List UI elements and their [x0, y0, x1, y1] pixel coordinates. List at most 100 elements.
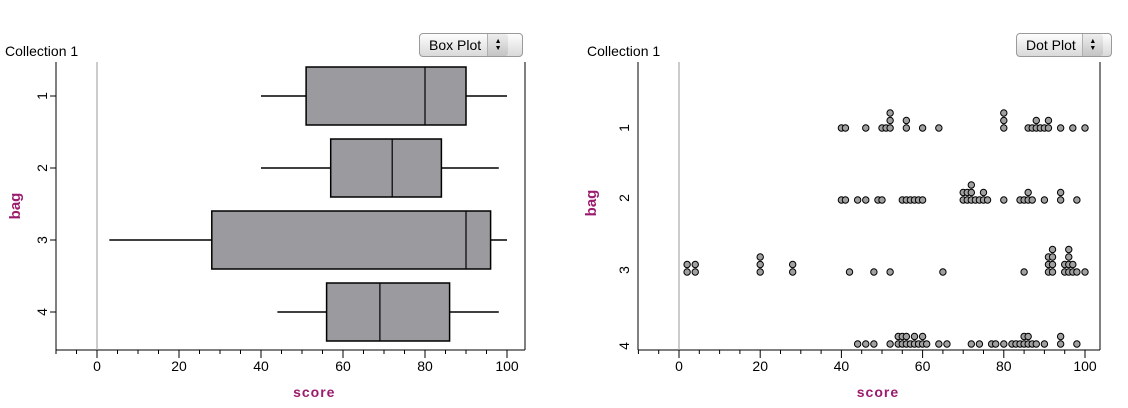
- data-point: [1000, 196, 1008, 204]
- x-tick-label: 40: [834, 358, 850, 374]
- data-point: [1000, 109, 1008, 117]
- data-point: [1081, 124, 1089, 132]
- data-point: [902, 116, 911, 125]
- data-point: [1048, 260, 1057, 269]
- data-point: [1081, 268, 1089, 276]
- data-point: [886, 340, 894, 348]
- y-axis-title: bag: [583, 190, 600, 217]
- dot-plot-chart: 0 20 40 60 80 100 score bag 1 2 3 4: [583, 62, 1101, 400]
- data-point: [967, 340, 976, 348]
- data-point: [1056, 188, 1065, 197]
- data-point: [756, 260, 764, 269]
- data-point: [1032, 340, 1040, 348]
- data-point: [1069, 260, 1077, 269]
- data-point: [1000, 124, 1008, 132]
- x-tick-label: 100: [1073, 358, 1097, 374]
- data-point: [1028, 196, 1036, 204]
- data-point: [1048, 268, 1057, 276]
- plot-type-menu[interactable]: Dot Plot ▲ ▼: [1016, 33, 1112, 57]
- dot-plot-panel: Collection 1 Dot Plot ▲ ▼ 0 20 40 60 80 100 sco…: [580, 0, 1128, 408]
- data-point: [1020, 268, 1028, 276]
- data-point: [1048, 253, 1057, 261]
- y-tick-label: 4: [34, 308, 50, 316]
- data-point: [943, 340, 951, 348]
- box-plot-panel: Collection 1 Box Plot ▲ ▼ 0 20 40 60 80 100 sco…: [0, 0, 560, 408]
- data-point: [1056, 340, 1065, 348]
- data-point: [902, 332, 911, 341]
- y-axis-title: bag: [7, 193, 24, 220]
- y-tick-label: 2: [616, 194, 632, 202]
- plot-type-label: Box Plot: [429, 37, 482, 53]
- data-point: [1073, 196, 1081, 204]
- y-tick-label: 1: [616, 124, 632, 132]
- data-point: [1073, 340, 1081, 348]
- data-point: [1040, 196, 1049, 204]
- data-point: [862, 124, 870, 132]
- x-tick-label: 80: [417, 358, 433, 374]
- data-point: [967, 188, 976, 197]
- x-tick-label: 40: [253, 358, 269, 374]
- data-point: [1044, 124, 1053, 132]
- data-point: [979, 188, 988, 197]
- x-tick-label: 0: [675, 358, 683, 374]
- data-point: [1032, 116, 1040, 125]
- data-point: [922, 340, 931, 348]
- data-point: [862, 196, 870, 204]
- data-point: [918, 332, 927, 341]
- data-point: [870, 268, 878, 276]
- data-point: [967, 181, 976, 189]
- x-tick-label: 80: [996, 358, 1012, 374]
- y-tick-label: 1: [34, 92, 50, 100]
- plot-type-label: Dot Plot: [1026, 37, 1076, 53]
- x-tick-label: 20: [752, 358, 768, 374]
- data-point: [870, 340, 878, 348]
- data-point: [902, 124, 911, 132]
- y-tick-label: 3: [616, 266, 632, 274]
- y-tick-label: 3: [34, 236, 50, 244]
- data-point: [756, 253, 764, 261]
- data-point: [935, 124, 943, 132]
- data-point: [1073, 268, 1081, 276]
- y-tick-label: 4: [616, 342, 632, 350]
- stepper-arrows-icon: ▲ ▼: [487, 34, 509, 56]
- data-point: [886, 116, 894, 125]
- stepper-arrows-icon: ▲ ▼: [1081, 34, 1103, 56]
- collection-title: Collection 1: [587, 43, 661, 59]
- data-point: [991, 340, 1000, 348]
- data-point: [886, 109, 894, 117]
- box-iqr: [329, 138, 443, 198]
- plot-type-menu[interactable]: Box Plot ▲ ▼: [419, 33, 523, 57]
- box-iqr: [325, 282, 451, 342]
- data-point: [691, 260, 699, 269]
- data-point: [862, 340, 870, 348]
- data-point: [841, 124, 850, 132]
- data-point: [1065, 253, 1073, 261]
- x-tick-label: 60: [335, 358, 351, 374]
- data-point: [1069, 124, 1077, 132]
- data-point: [878, 196, 886, 204]
- x-tick-label: 100: [495, 358, 519, 374]
- data-point: [939, 268, 947, 276]
- data-point: [853, 340, 862, 348]
- data-point: [845, 268, 854, 276]
- data-point: [1000, 340, 1008, 348]
- data-point: [886, 268, 894, 276]
- data-point: [935, 340, 943, 348]
- data-point: [1048, 245, 1057, 254]
- data-point: [983, 196, 992, 204]
- x-tick-label: 0: [93, 358, 101, 374]
- data-point: [1065, 245, 1073, 254]
- box-plot-chart: 0 20 40 60 80 100 score bag 1 2 3 4: [7, 62, 526, 400]
- data-point: [683, 268, 691, 276]
- data-point: [1024, 332, 1032, 341]
- y-tick-label: 2: [34, 164, 50, 172]
- data-point: [886, 124, 894, 132]
- data-point: [691, 268, 699, 276]
- data-point: [1056, 196, 1065, 204]
- data-point: [1044, 116, 1053, 125]
- data-point: [1056, 332, 1065, 341]
- data-point: [918, 124, 927, 132]
- box-iqr: [305, 66, 467, 126]
- data-point: [1024, 188, 1032, 197]
- data-point: [1000, 116, 1008, 125]
